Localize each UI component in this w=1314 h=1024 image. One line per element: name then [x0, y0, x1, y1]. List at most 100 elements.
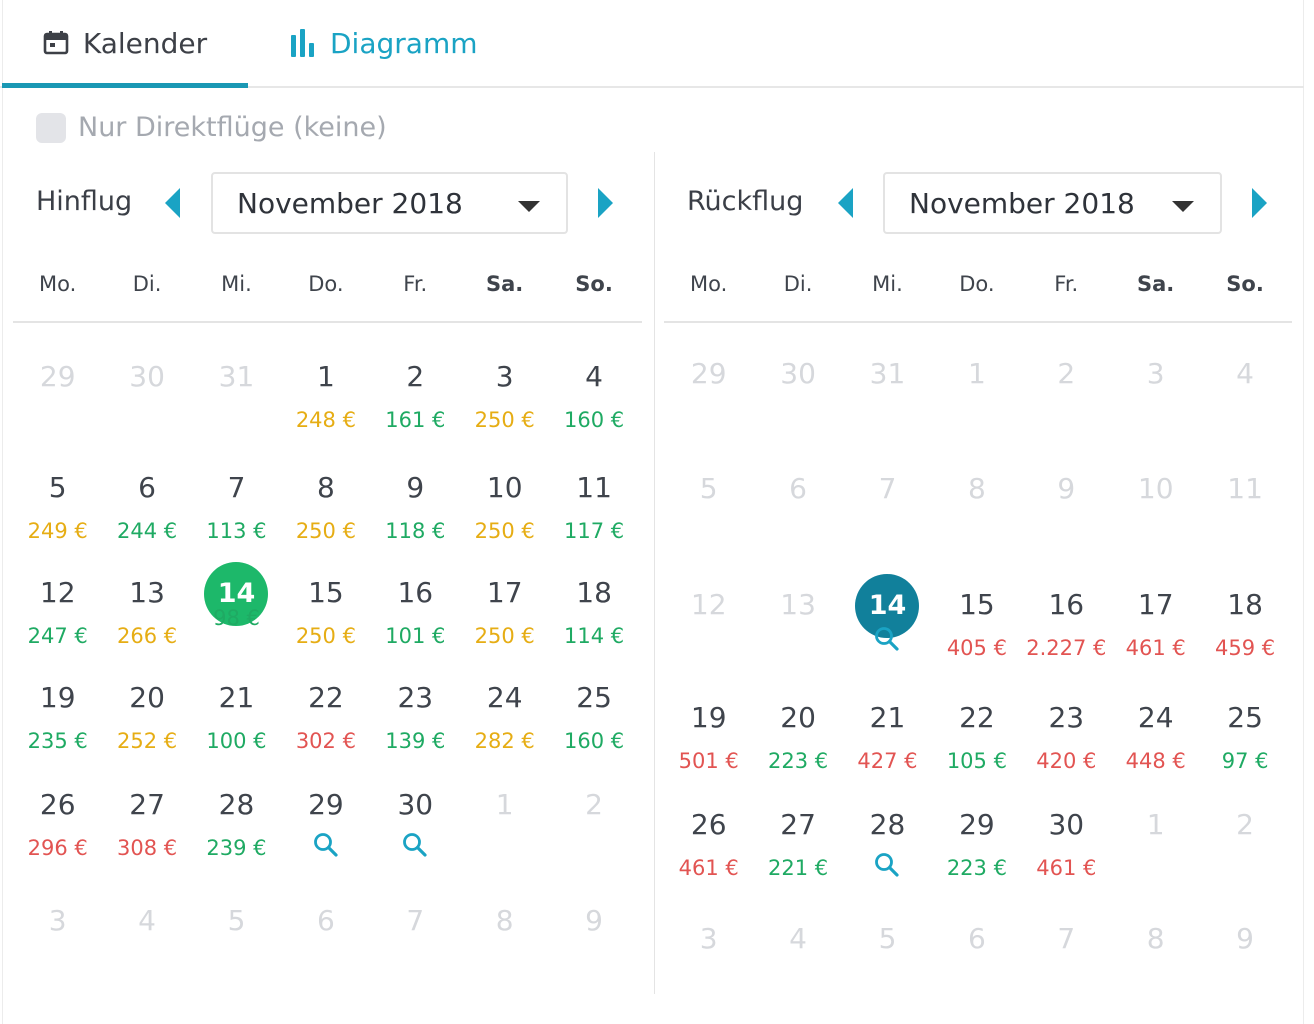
day-cell[interactable]: 25 97 € — [1200, 701, 1289, 775]
day-cell[interactable]: 18 459 € — [1200, 588, 1289, 662]
day-price: 248 € — [295, 408, 356, 432]
return-month-select[interactable]: November 2018 — [883, 172, 1222, 234]
search-icon[interactable] — [874, 852, 900, 882]
outbound-label: Hinflug — [36, 186, 133, 217]
day-cell[interactable]: 19 501 € — [664, 701, 753, 775]
day-number: 10 — [1137, 472, 1174, 505]
day-number: 1 — [967, 357, 986, 390]
weekday-label: Mo. — [39, 272, 77, 296]
day-cell: 31 — [843, 357, 932, 391]
day-cell[interactable]: 10 250 € — [460, 471, 549, 545]
day-cell[interactable]: 17 250 € — [460, 576, 549, 650]
weekday-label: Mo. — [690, 272, 728, 296]
day-cell: 3 — [13, 904, 102, 938]
day-cell[interactable]: 18 114 € — [549, 576, 638, 650]
weekday-label: Do. — [308, 272, 344, 296]
day-number: 30 — [129, 360, 165, 393]
tab-diagramm[interactable]: Diagramm — [290, 0, 478, 86]
day-cell[interactable]: 4 160 € — [549, 360, 638, 434]
day-cell[interactable]: 23 139 € — [371, 681, 460, 755]
day-cell[interactable]: 21 427 € — [843, 701, 932, 775]
tab-kalender-label: Kalender — [82, 26, 208, 60]
day-cell[interactable]: 15 405 € — [932, 588, 1021, 662]
selected-day-cell[interactable]: 14 98 € — [192, 562, 281, 632]
day-number: 19 — [690, 701, 727, 734]
day-cell[interactable]: 26 296 € — [13, 788, 102, 862]
day-number: 18 — [576, 576, 612, 609]
day-cell[interactable]: 26 461 € — [664, 808, 753, 882]
day-cell[interactable]: 24 448 € — [1111, 701, 1200, 775]
day-cell[interactable]: 24 282 € — [460, 681, 549, 755]
day-cell[interactable]: 19 235 € — [13, 681, 102, 755]
day-number: 2 — [1236, 808, 1254, 841]
day-cell: 6 — [281, 904, 370, 938]
day-cell: 1 — [1111, 808, 1200, 842]
search-icon[interactable] — [313, 832, 339, 862]
day-cell: 4 — [102, 904, 191, 938]
day-cell[interactable]: 22 302 € — [281, 681, 370, 755]
day-number: 7 — [406, 904, 425, 937]
outbound-prev-month-button[interactable] — [165, 188, 180, 218]
day-cell[interactable]: 20 252 € — [102, 681, 191, 755]
weekday-label: Do. — [959, 272, 995, 296]
day-cell[interactable]: 29 — [281, 788, 370, 862]
day-cell[interactable]: 25 160 € — [549, 681, 638, 755]
day-cell[interactable]: 2 161 € — [371, 360, 460, 434]
day-cell: 9 — [549, 904, 638, 938]
day-cell[interactable]: 27 308 € — [102, 788, 191, 862]
day-cell[interactable]: 28 239 € — [192, 788, 281, 862]
direct-flights-filter[interactable]: Nur Direktflüge (keine) — [36, 112, 387, 143]
day-cell[interactable]: 17 461 € — [1111, 588, 1200, 662]
day-cell[interactable]: 5 249 € — [13, 471, 102, 545]
day-cell[interactable]: 9 118 € — [371, 471, 460, 545]
day-price: 247 € — [27, 624, 88, 648]
outbound-calendar: Hinflug November 2018 Mo. Di. Mi. Do. Fr. Sa.… — [0, 0, 654, 1024]
day-number: 3 — [495, 360, 514, 393]
active-tab-indicator — [2, 83, 248, 88]
day-cell[interactable]: 1 248 € — [281, 360, 370, 434]
day-cell: 6 — [932, 922, 1021, 956]
weekday-label: Mi. — [221, 272, 252, 296]
search-icon[interactable] — [874, 626, 900, 656]
return-prev-month-button[interactable] — [838, 188, 853, 218]
day-cell[interactable]: 15 250 € — [281, 576, 370, 650]
selected-day-cell[interactable]: 14 — [843, 574, 932, 656]
day-number: 31 — [869, 357, 906, 390]
weekday-label: Sa. — [486, 272, 524, 296]
day-cell[interactable]: 12 247 € — [13, 576, 102, 650]
day-cell: 30 — [102, 360, 191, 394]
day-number: 13 — [780, 588, 816, 621]
day-cell[interactable]: 11 117 € — [549, 471, 638, 545]
return-label: Rückflug — [687, 186, 804, 217]
day-number: 5 — [48, 471, 67, 504]
day-number: 8 — [495, 904, 514, 937]
day-cell[interactable]: 3 250 € — [460, 360, 549, 434]
day-cell[interactable]: 16 101 € — [371, 576, 460, 650]
day-cell[interactable]: 13 266 € — [102, 576, 191, 650]
day-cell[interactable]: 28 — [843, 808, 932, 882]
day-cell[interactable]: 29 223 € — [932, 808, 1021, 882]
day-cell[interactable]: 23 420 € — [1022, 701, 1111, 775]
day-number: 18 — [1227, 588, 1263, 621]
day-cell[interactable]: 6 244 € — [102, 471, 191, 545]
outbound-month-select[interactable]: November 2018 — [211, 172, 568, 234]
day-cell[interactable]: 30 — [371, 788, 460, 862]
day-cell[interactable]: 30 461 € — [1022, 808, 1111, 882]
search-icon[interactable] — [402, 832, 428, 862]
direct-flights-checkbox[interactable] — [36, 112, 66, 143]
day-cell: 6 — [753, 472, 842, 506]
day-cell[interactable]: 16 2.227 € — [1022, 588, 1111, 662]
day-cell[interactable]: 27 221 € — [753, 808, 842, 882]
day-cell[interactable]: 21 100 € — [192, 681, 281, 755]
return-next-month-button[interactable] — [1252, 188, 1267, 218]
tab-kalender[interactable]: Kalender — [2, 0, 248, 88]
day-cell[interactable]: 22 105 € — [932, 701, 1021, 775]
day-price: 461 € — [1036, 856, 1097, 880]
day-cell[interactable]: 7 113 € — [192, 471, 281, 545]
bar-chart-icon — [290, 29, 316, 57]
day-number: 17 — [486, 576, 523, 609]
day-cell[interactable]: 8 250 € — [281, 471, 370, 545]
day-number: 29 — [959, 808, 995, 841]
outbound-next-month-button[interactable] — [598, 188, 613, 218]
day-cell[interactable]: 20 223 € — [753, 701, 842, 775]
